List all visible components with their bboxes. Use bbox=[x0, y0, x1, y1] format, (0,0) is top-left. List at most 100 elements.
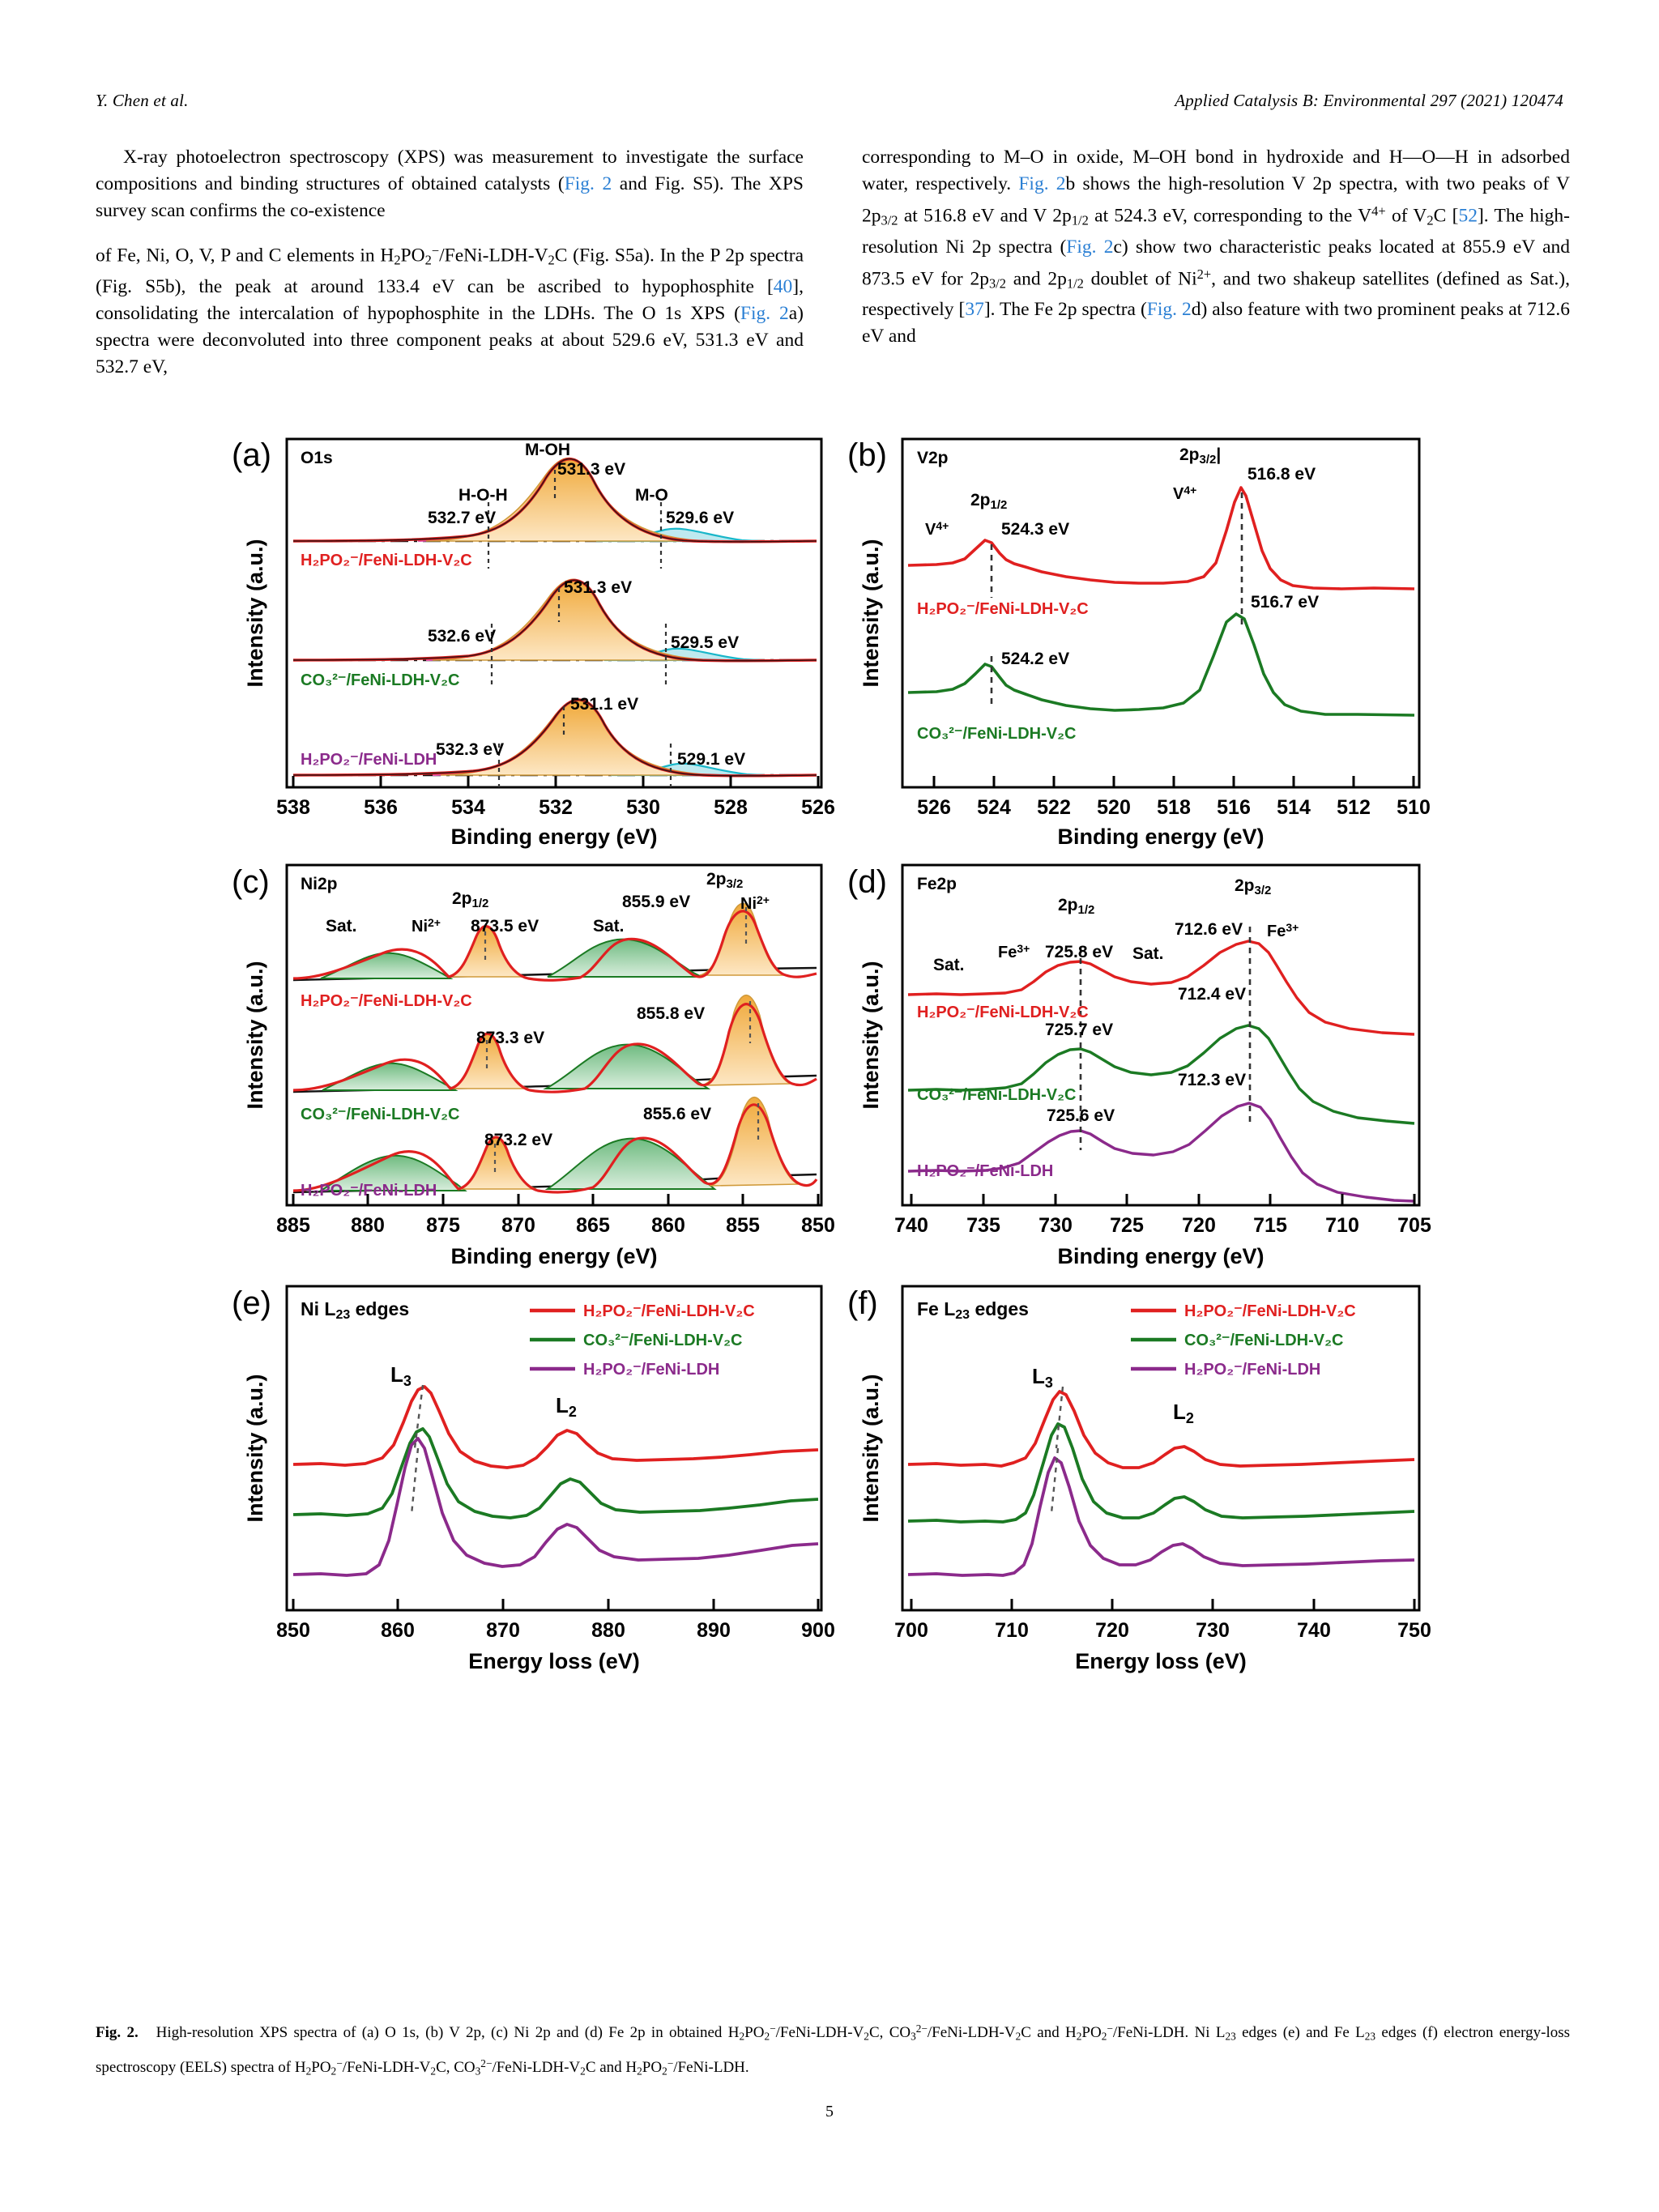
panel-d-xtick-720: 720 bbox=[1182, 1214, 1216, 1237]
panel-letter-b: (b) bbox=[847, 437, 887, 473]
panel-b-xtick-514: 514 bbox=[1277, 796, 1311, 819]
panel-f-xtick-710: 710 bbox=[995, 1619, 1029, 1642]
panel-c-peak-8732: 873.2 eV bbox=[484, 1131, 552, 1149]
panel-f-xtick-740: 740 bbox=[1297, 1619, 1331, 1642]
paragraph-right-1: corresponding to M–O in oxide, M–OH bond… bbox=[862, 147, 1570, 347]
panel-a-peak-5296: 529.6 eV bbox=[666, 509, 734, 527]
panel-d-xtick-740: 740 bbox=[894, 1214, 928, 1237]
panel-c-peak-8558: 855.8 eV bbox=[637, 1004, 705, 1023]
running-head-journal: Applied Catalysis B: Environmental 297 (… bbox=[1175, 91, 1563, 110]
panel-e: (e) Ni L23 edges H₂PO₂⁻/FeNi-LDH-V₂C CO₃… bbox=[232, 1285, 835, 1673]
panel-b-xtick-524: 524 bbox=[977, 796, 1011, 819]
body-columns: X-ray photoelectron spectroscopy (XPS) w… bbox=[96, 144, 1570, 381]
panel-b: (b) V2p 2p3/2| 516.8 eV V4+ 2p1/2 V4+ 52… bbox=[847, 437, 1431, 849]
panel-b-peak-5168: 516.8 eV bbox=[1247, 465, 1316, 484]
running-head: Y. Chen et al. Applied Catalysis B: Envi… bbox=[96, 91, 1563, 111]
panel-d-label-sat1: Sat. bbox=[933, 956, 965, 974]
panel-a-peak-5323: 532.3 eV bbox=[436, 740, 504, 759]
panel-e-legend-purple: H₂PO₂⁻/FeNi-LDH bbox=[583, 1361, 719, 1379]
panel-a-label-moh: M-OH bbox=[525, 441, 570, 459]
panel-b-xtick-516: 516 bbox=[1217, 796, 1251, 819]
panel-b-title: V2p bbox=[917, 449, 949, 467]
panel-c-xtick-880: 880 bbox=[351, 1214, 385, 1237]
paragraph-left-1: X-ray photoelectron spectroscopy (XPS) w… bbox=[96, 147, 804, 221]
paragraph-left-2: of Fe, Ni, O, V, P and C elements in H2P… bbox=[96, 243, 804, 377]
panel-a-xtick-532: 532 bbox=[539, 796, 573, 819]
panel-letter-f: (f) bbox=[847, 1285, 878, 1321]
panel-a-xtick-528: 528 bbox=[714, 796, 748, 819]
panel-b-peak-5242: 524.2 eV bbox=[1001, 650, 1069, 668]
panel-d-peak-7257: 725.7 eV bbox=[1045, 1021, 1113, 1039]
panel-f-xtick-730: 730 bbox=[1196, 1619, 1230, 1642]
panel-b-series-red: H₂PO₂⁻/FeNi-LDH-V₂C bbox=[917, 600, 1089, 618]
panel-b-xtick-518: 518 bbox=[1157, 796, 1191, 819]
panel-b-xtick-510: 510 bbox=[1397, 796, 1431, 819]
panel-c-peak-8733: 873.3 eV bbox=[476, 1029, 544, 1047]
panel-c-peak-8559: 855.9 eV bbox=[622, 893, 690, 911]
panel-e-legend: H₂PO₂⁻/FeNi-LDH-V₂C CO₃²⁻/FeNi-LDH-V₂C H… bbox=[530, 1302, 755, 1379]
right-column: corresponding to M–O in oxide, M–OH bond… bbox=[862, 144, 1570, 381]
panel-c-label-2p12: 2p1/2 bbox=[452, 889, 488, 910]
panel-c-xtick-875: 875 bbox=[426, 1214, 460, 1237]
panel-a-peak-5326: 532.6 eV bbox=[428, 627, 496, 646]
panel-a-ylabel: Intensity (a.u.) bbox=[243, 539, 267, 687]
panel-b-xlabel: Binding energy (eV) bbox=[1057, 825, 1264, 849]
panel-e-xtick-890: 890 bbox=[697, 1619, 731, 1642]
panel-a-xtick-536: 536 bbox=[364, 796, 398, 819]
panel-a-peak-5311: 531.1 eV bbox=[570, 695, 638, 714]
panel-c-xtick-870: 870 bbox=[501, 1214, 535, 1237]
panel-c-peak-8556: 855.6 eV bbox=[643, 1105, 711, 1123]
panel-d: (d) Fe2p 2p3/2 2p1/2 712.6 eV Fe3+ Fe3+ … bbox=[847, 863, 1431, 1268]
panel-c-xtick-855: 855 bbox=[726, 1214, 760, 1237]
panel-f-xlabel: Energy loss (eV) bbox=[1075, 1649, 1247, 1673]
panel-e-xtick-870: 870 bbox=[486, 1619, 520, 1642]
panel-a-peak-5313b: 531.3 eV bbox=[564, 578, 632, 597]
panel-a-xtick-534: 534 bbox=[451, 796, 485, 819]
panel-e-xtick-850: 850 bbox=[276, 1619, 310, 1642]
panel-f-legend-purple: H₂PO₂⁻/FeNi-LDH bbox=[1184, 1361, 1320, 1379]
panel-d-peak-7126: 712.6 eV bbox=[1175, 920, 1243, 939]
panel-a-title: O1s bbox=[301, 449, 333, 467]
left-column: X-ray photoelectron spectroscopy (XPS) w… bbox=[96, 144, 804, 381]
panel-letter-c: (c) bbox=[232, 864, 270, 900]
panel-d-series-green: CO₃²⁻/FeNi-LDH-V₂C bbox=[917, 1086, 1076, 1104]
panel-f-xtick-720: 720 bbox=[1095, 1619, 1129, 1642]
panel-a-series-purple: H₂PO₂⁻/FeNi-LDH bbox=[301, 751, 437, 769]
panel-b-peak-5167: 516.7 eV bbox=[1251, 593, 1319, 612]
panel-letter-d: (d) bbox=[847, 864, 887, 900]
panel-c-ylabel: Intensity (a.u.) bbox=[243, 961, 267, 1109]
panel-b-xtick-520: 520 bbox=[1097, 796, 1131, 819]
panel-e-legend-green: CO₃²⁻/FeNi-LDH-V₂C bbox=[583, 1332, 742, 1349]
panel-f: (f) Fe L23 edges H₂PO₂⁻/FeNi-LDH-V₂C CO₃… bbox=[847, 1285, 1431, 1673]
panel-e-xtick-900: 900 bbox=[801, 1619, 835, 1642]
panel-a-peak-5295: 529.5 eV bbox=[671, 633, 739, 652]
figure-2: (a) O1s bbox=[224, 421, 1439, 2005]
panel-c-series-green: CO₃²⁻/FeNi-LDH-V₂C bbox=[301, 1106, 459, 1123]
panel-c-series-purple: H₂PO₂⁻/FeNi-LDH bbox=[301, 1182, 437, 1200]
panel-d-series-purple: H₂PO₂⁻/FeNi-LDH bbox=[917, 1162, 1053, 1180]
panel-c-xtick-885: 885 bbox=[276, 1214, 310, 1237]
panel-f-xtick-700: 700 bbox=[894, 1619, 928, 1642]
panel-b-xtick-512: 512 bbox=[1337, 796, 1371, 819]
panel-a-series-red: H₂PO₂⁻/FeNi-LDH-V₂C bbox=[301, 552, 472, 569]
panel-c-title: Ni2p bbox=[301, 875, 338, 893]
panel-c-xtick-850: 850 bbox=[801, 1214, 835, 1237]
caption-label: Fig. 2. bbox=[96, 2023, 139, 2041]
panel-d-xtick-730: 730 bbox=[1038, 1214, 1073, 1237]
panel-a-peak-5327: 532.7 eV bbox=[428, 509, 496, 527]
panel-d-ann-fe3a: Fe3+ bbox=[1267, 921, 1299, 940]
panel-a-peak-5291: 529.1 eV bbox=[677, 750, 745, 769]
panel-c-label-sat1: Sat. bbox=[326, 917, 357, 936]
panel-a-series-green: CO₃²⁻/FeNi-LDH-V₂C bbox=[301, 671, 459, 689]
panel-f-legend-red: H₂PO₂⁻/FeNi-LDH-V₂C bbox=[1184, 1302, 1356, 1320]
panel-f-ylabel: Intensity (a.u.) bbox=[859, 1374, 883, 1522]
panel-c: (c) Ni2p bbox=[232, 863, 835, 1268]
panel-c-ann-ni2b: Ni2+ bbox=[412, 916, 441, 936]
panel-d-xtick-710: 710 bbox=[1325, 1214, 1359, 1237]
panel-a-xtick-526: 526 bbox=[801, 796, 835, 819]
panel-f-legend-green: CO₃²⁻/FeNi-LDH-V₂C bbox=[1184, 1332, 1343, 1349]
panel-d-peak-7258: 725.8 eV bbox=[1045, 943, 1113, 961]
panel-b-ylabel: Intensity (a.u.) bbox=[859, 539, 883, 687]
panel-d-label-2p12: 2p1/2 bbox=[1058, 896, 1094, 917]
panel-a-xtick-530: 530 bbox=[626, 796, 660, 819]
